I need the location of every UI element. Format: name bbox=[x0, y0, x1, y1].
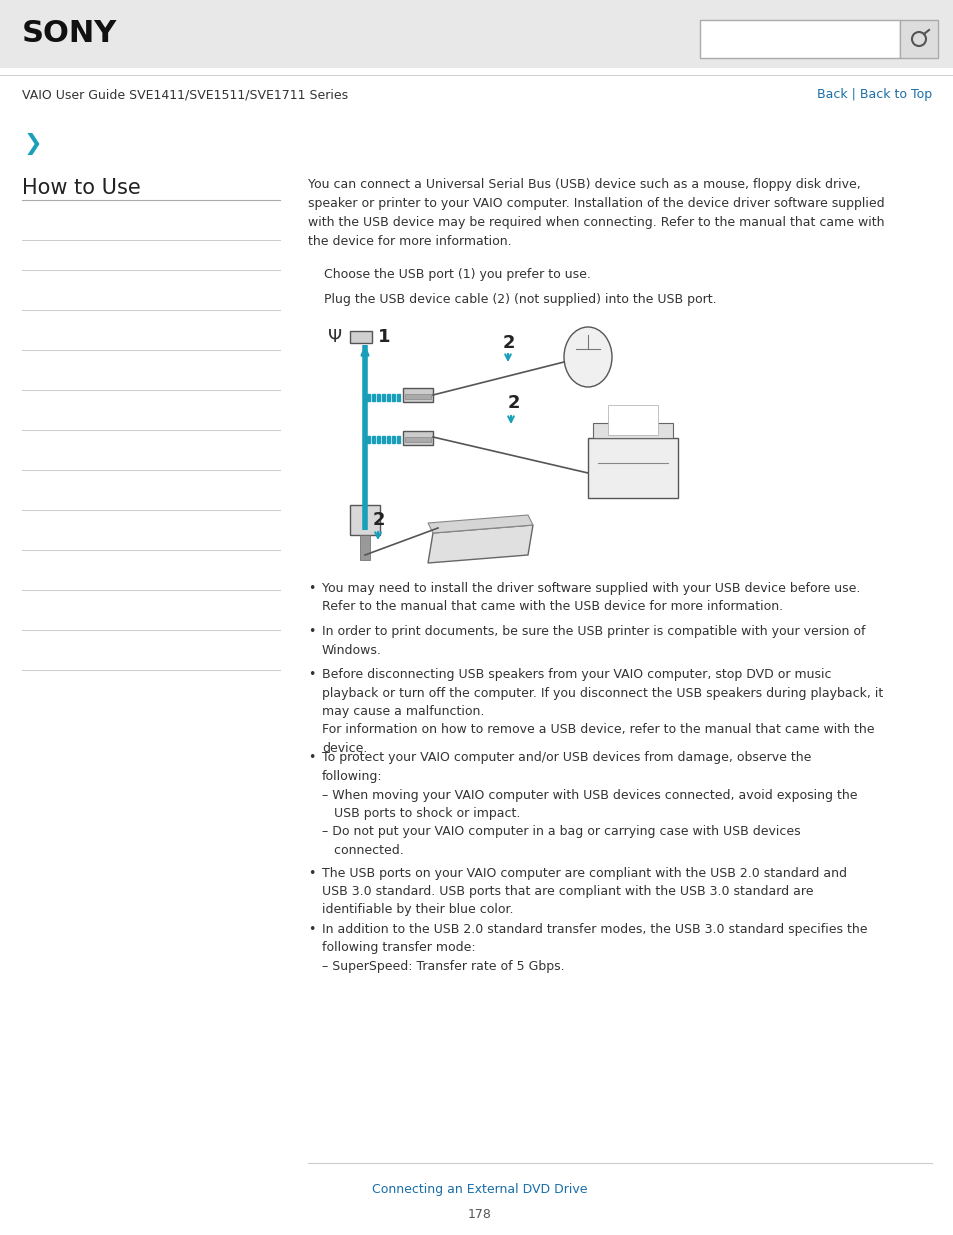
Text: 1: 1 bbox=[377, 329, 390, 346]
Text: Before disconnecting USB speakers from your VAIO computer, stop DVD or music
pla: Before disconnecting USB speakers from y… bbox=[322, 668, 882, 755]
Bar bbox=[396, 436, 399, 443]
Text: VAIO User Guide SVE1411/SVE1511/SVE1711 Series: VAIO User Guide SVE1411/SVE1511/SVE1711 … bbox=[22, 88, 348, 101]
Text: Plug the USB device cable (2) (not supplied) into the USB port.: Plug the USB device cable (2) (not suppl… bbox=[308, 293, 716, 306]
Bar bbox=[350, 331, 372, 343]
Text: Choose the USB port (1) you prefer to use.: Choose the USB port (1) you prefer to us… bbox=[308, 268, 590, 282]
Bar bbox=[350, 505, 379, 535]
Bar bbox=[367, 436, 370, 443]
Text: SONY: SONY bbox=[22, 20, 117, 48]
Bar bbox=[593, 424, 672, 438]
Bar bbox=[402, 431, 433, 445]
Text: 178: 178 bbox=[468, 1208, 492, 1221]
Bar bbox=[372, 436, 375, 443]
Text: 2: 2 bbox=[373, 511, 385, 529]
Text: •: • bbox=[308, 582, 315, 595]
Bar bbox=[381, 436, 385, 443]
Text: •: • bbox=[308, 752, 315, 764]
Polygon shape bbox=[428, 525, 533, 563]
Bar bbox=[392, 394, 395, 401]
Text: •: • bbox=[308, 668, 315, 680]
Text: You can connect a Universal Serial Bus (USB) device such as a mouse, floppy disk: You can connect a Universal Serial Bus (… bbox=[308, 178, 883, 248]
Bar bbox=[392, 436, 395, 443]
Bar bbox=[405, 437, 431, 442]
Bar bbox=[372, 394, 375, 401]
Text: •: • bbox=[308, 625, 315, 638]
Bar bbox=[396, 394, 399, 401]
Polygon shape bbox=[428, 515, 533, 534]
Text: ❯: ❯ bbox=[24, 133, 43, 156]
Bar bbox=[376, 394, 379, 401]
Bar bbox=[381, 394, 385, 401]
Text: Back | Back to Top: Back | Back to Top bbox=[816, 88, 931, 101]
Text: To protect your VAIO computer and/or USB devices from damage, observe the
follow: To protect your VAIO computer and/or USB… bbox=[322, 752, 857, 857]
Bar bbox=[0, 0, 953, 68]
Bar bbox=[359, 535, 370, 559]
Bar bbox=[402, 388, 433, 403]
Text: Connecting an External DVD Drive: Connecting an External DVD Drive bbox=[372, 1183, 587, 1195]
Bar bbox=[899, 20, 937, 58]
Text: In addition to the USB 2.0 standard transfer modes, the USB 3.0 standard specifi: In addition to the USB 2.0 standard tran… bbox=[322, 923, 866, 973]
Text: 2: 2 bbox=[502, 333, 515, 352]
Text: •: • bbox=[308, 867, 315, 879]
Bar bbox=[367, 394, 370, 401]
Bar bbox=[700, 20, 899, 58]
Ellipse shape bbox=[563, 327, 612, 387]
Text: •: • bbox=[308, 923, 315, 936]
Text: How to Use: How to Use bbox=[22, 178, 141, 198]
Text: The USB ports on your VAIO computer are compliant with the USB 2.0 standard and
: The USB ports on your VAIO computer are … bbox=[322, 867, 846, 916]
Bar bbox=[607, 405, 658, 435]
Bar bbox=[387, 436, 390, 443]
Bar bbox=[405, 394, 431, 399]
Bar bbox=[376, 436, 379, 443]
Text: Ψ: Ψ bbox=[328, 329, 342, 346]
Text: In order to print documents, be sure the USB printer is compatible with your ver: In order to print documents, be sure the… bbox=[322, 625, 864, 657]
Text: 2: 2 bbox=[507, 394, 520, 412]
Bar bbox=[587, 438, 678, 498]
Bar bbox=[387, 394, 390, 401]
Text: You may need to install the driver software supplied with your USB device before: You may need to install the driver softw… bbox=[322, 582, 860, 614]
